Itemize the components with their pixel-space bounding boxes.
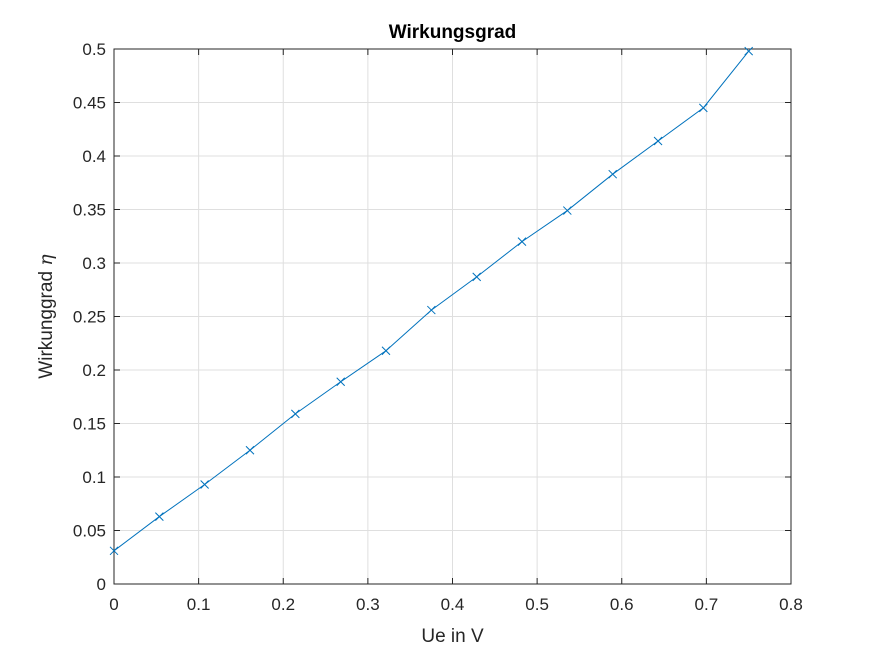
data-point-marker xyxy=(517,237,527,246)
y-tick-label: 0.1 xyxy=(82,468,106,487)
x-tick-label: 0 xyxy=(109,595,118,614)
y-tick-label: 0.5 xyxy=(82,40,106,59)
x-tick-label: 0.4 xyxy=(441,595,465,614)
y-tick-label: 0.15 xyxy=(73,415,106,434)
data-point-marker xyxy=(381,346,391,356)
y-axis-label-symbol: η xyxy=(35,254,57,266)
data-point-marker xyxy=(698,103,708,113)
x-tick-label: 0.6 xyxy=(610,595,634,614)
data-point-marker xyxy=(608,169,618,179)
data-point-marker xyxy=(653,136,663,146)
data-point-marker xyxy=(744,46,754,56)
ticks: 0 0.1 0.2 0.3 0.4 0.5 0.6 0.7 0.8 0 0.05 0.1 0.15 0.2… xyxy=(73,40,803,614)
x-tick-label: 0.7 xyxy=(695,595,719,614)
series-line xyxy=(113,50,750,552)
data-point-marker xyxy=(290,409,300,419)
x-tick-label: 0.3 xyxy=(356,595,380,614)
data-point-marker xyxy=(200,480,209,489)
x-tick-label: 0.8 xyxy=(779,595,803,614)
x-axis-label: Ue in V xyxy=(421,626,484,647)
data-point-marker xyxy=(562,206,572,215)
y-tick-label: 0.3 xyxy=(82,254,106,273)
x-tick-label: 0.1 xyxy=(187,595,211,614)
data-point-marker xyxy=(245,445,255,455)
chart-title: Wirkungsgrad xyxy=(389,22,517,43)
y-tick-label: 0 xyxy=(97,575,106,594)
y-tick-label: 0.25 xyxy=(73,308,106,327)
y-tick-label: 0.4 xyxy=(82,147,106,166)
x-tick-label: 0.2 xyxy=(271,595,295,614)
grid xyxy=(113,48,792,585)
y-tick-label: 0.2 xyxy=(82,361,106,380)
y-tick-label: 0.45 xyxy=(73,94,106,113)
data-point-marker xyxy=(472,272,482,282)
series xyxy=(109,46,754,556)
y-axis-label: Wirkunggrad η xyxy=(35,254,57,379)
y-axis-label-text: Wirkunggrad xyxy=(36,266,57,379)
x-tick-label: 0.5 xyxy=(525,595,549,614)
data-point-marker xyxy=(426,305,436,315)
y-tick-label: 0.35 xyxy=(73,201,106,220)
data-point-marker xyxy=(109,546,119,556)
y-tick-label: 0.05 xyxy=(73,522,106,541)
data-point-marker xyxy=(336,377,346,387)
data-point-marker xyxy=(155,512,164,521)
